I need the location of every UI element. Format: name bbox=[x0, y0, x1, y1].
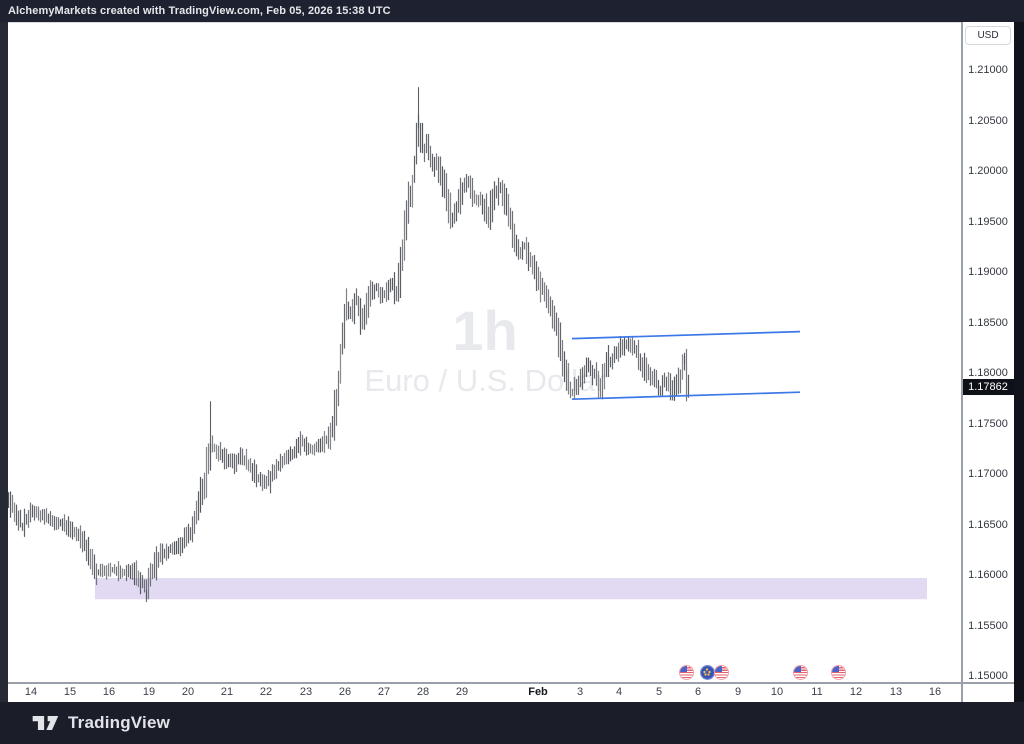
time-tick-label: 19 bbox=[142, 686, 156, 698]
price-tick-label: 1.19500 bbox=[968, 215, 1008, 228]
time-tick-label: 21 bbox=[220, 686, 234, 698]
time-tick-label: 16 bbox=[102, 686, 116, 698]
price-axis[interactable]: USD 1.21000 1.20500 1.20000 1.19500 1.19000 1… bbox=[962, 22, 1014, 702]
channel-upper-line[interactable] bbox=[571, 330, 801, 340]
time-axis[interactable]: 14 15 16 19 20 21 22 23 26 27 28 29 Feb 3 4 5 6 9 10 11 12 13… bbox=[8, 683, 962, 702]
price-tick-label: 1.18000 bbox=[968, 367, 1008, 379]
price-tick-label: 1.17500 bbox=[968, 417, 1008, 430]
price-tick-label: 1.21000 bbox=[968, 64, 1008, 76]
time-tick-label: 14 bbox=[24, 686, 38, 698]
attribution-text: AlchemyMarkets created with TradingView.… bbox=[8, 5, 391, 17]
price-tick-label: 1.15000 bbox=[968, 670, 1008, 682]
price-axis-separator bbox=[961, 22, 963, 702]
time-tick-label: 9 bbox=[734, 686, 742, 698]
demand-zone-drawing[interactable] bbox=[95, 578, 927, 600]
currency-toggle-button[interactable]: USD bbox=[965, 26, 1011, 45]
time-tick-label: 11 bbox=[811, 686, 823, 698]
price-tick-label: 1.20000 bbox=[968, 165, 1008, 177]
tradingview-logo-icon[interactable] bbox=[30, 713, 60, 733]
time-tick-label: 29 bbox=[455, 686, 469, 698]
price-tick-label: 1.16500 bbox=[968, 518, 1008, 531]
price-tick-label: 1.20500 bbox=[968, 114, 1008, 127]
price-chart-canvas[interactable] bbox=[8, 23, 962, 683]
time-tick-label: 27 bbox=[377, 686, 391, 698]
time-tick-label: 10 bbox=[770, 686, 784, 698]
time-tick-label: 12 bbox=[849, 686, 863, 698]
price-tick-label: 1.19000 bbox=[968, 266, 1008, 278]
candle-series bbox=[8, 87, 690, 603]
event-flag-icon-us[interactable] bbox=[792, 665, 808, 680]
time-tick-label: 4 bbox=[615, 686, 623, 698]
event-flag-icon-us[interactable] bbox=[678, 665, 694, 680]
time-tick-label: 22 bbox=[259, 686, 273, 698]
tradingview-brand-text[interactable]: TradingView bbox=[68, 713, 171, 732]
time-tick-label: 16 bbox=[928, 686, 942, 698]
time-tick-label: 15 bbox=[63, 686, 77, 698]
time-tick-label: Feb bbox=[528, 686, 548, 698]
left-gutter bbox=[0, 22, 8, 702]
price-tick-label: 1.18500 bbox=[968, 316, 1008, 329]
time-tick-label: 3 bbox=[576, 686, 584, 698]
channel-lower-line[interactable] bbox=[571, 391, 801, 401]
attribution-bar: AlchemyMarkets created with TradingView.… bbox=[0, 0, 1024, 22]
last-price-label: 1.17862 bbox=[962, 379, 1014, 395]
event-flag-icon-eu[interactable] bbox=[699, 665, 715, 680]
time-tick-label: 5 bbox=[655, 686, 663, 698]
time-tick-label: 6 bbox=[694, 686, 702, 698]
right-gutter bbox=[1014, 22, 1024, 702]
price-tick-label: 1.16000 bbox=[968, 569, 1008, 581]
time-tick-label: 20 bbox=[181, 686, 195, 698]
time-tick-label: 23 bbox=[299, 686, 313, 698]
price-tick-label: 1.17000 bbox=[968, 468, 1008, 480]
time-tick-label: 26 bbox=[338, 686, 352, 698]
event-flag-icon-us[interactable] bbox=[713, 665, 729, 680]
chart-pane[interactable]: 1h Euro / U.S. Dollar bbox=[8, 22, 962, 683]
price-tick-label: 1.15500 bbox=[968, 619, 1008, 632]
time-tick-label: 13 bbox=[889, 686, 903, 698]
event-flag-icon-us[interactable] bbox=[830, 665, 846, 680]
footer-bar: TradingView bbox=[0, 702, 1024, 744]
time-axis-separator bbox=[8, 682, 1014, 684]
time-tick-label: 28 bbox=[416, 686, 430, 698]
